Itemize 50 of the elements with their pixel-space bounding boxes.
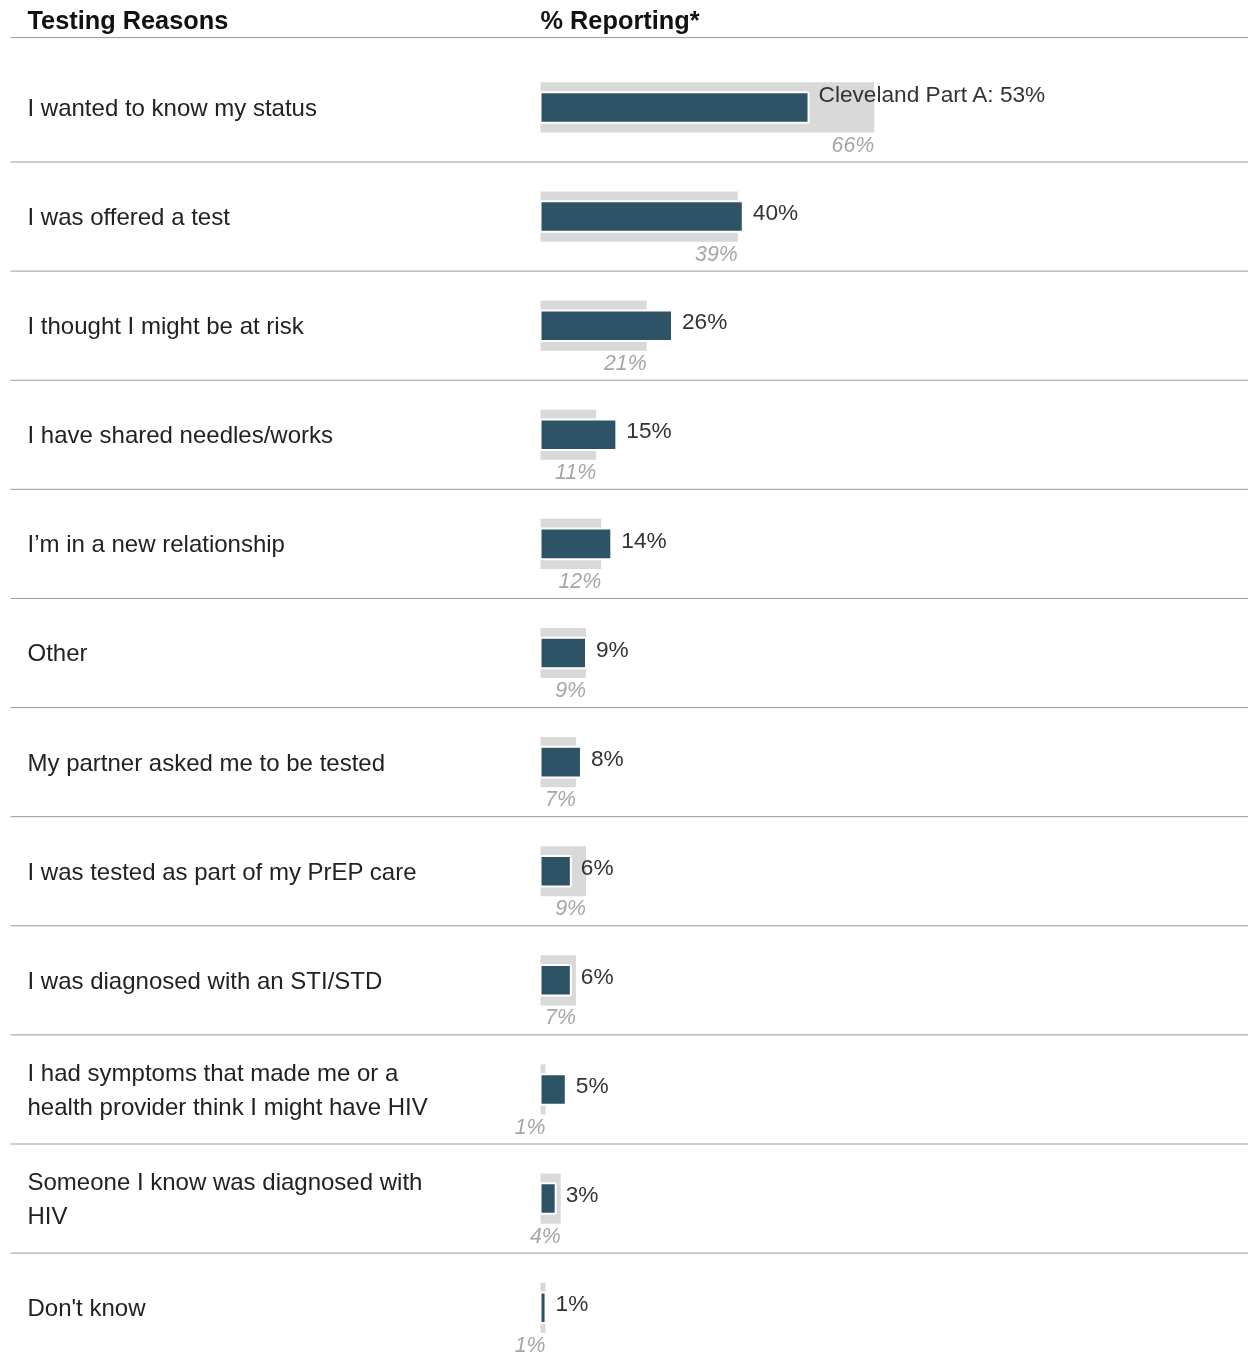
bar	[539, 1291, 547, 1324]
y-tick-label: I was tested as part of my PrEP care	[27, 857, 417, 885]
data-label: 39%	[695, 241, 738, 266]
data-label: 15%	[626, 417, 672, 444]
bar	[539, 854, 572, 888]
data-label: 9%	[555, 678, 587, 703]
y-tick-label: I have shared needles/works	[27, 421, 334, 449]
data-label: 21%	[603, 350, 647, 375]
data-label: 26%	[681, 308, 728, 335]
x-axis-title: % Reporting*	[540, 6, 700, 35]
data-label: 1%	[514, 1114, 546, 1139]
bar	[539, 964, 572, 997]
data-label: 9%	[555, 896, 587, 921]
data-label: 66%	[831, 132, 875, 157]
bar	[539, 1182, 557, 1215]
data-label: 40%	[752, 199, 799, 226]
data-label: 6%	[580, 962, 614, 989]
y-tick-label: Other	[27, 639, 88, 667]
data-label: 7%	[545, 787, 576, 812]
bar	[539, 91, 810, 124]
y-tick-label: I thought I might be at risk	[27, 312, 305, 340]
bar	[539, 636, 588, 670]
y-tick-label: My partner asked me to be tested	[27, 748, 386, 776]
y-tick-label: Someone I know was diagnosed with HIV	[27, 1168, 423, 1229]
bar	[539, 418, 618, 452]
y-tick-label: I’m in a new relationship	[27, 530, 285, 558]
data-label: 14%	[621, 526, 667, 553]
data-label: 7%	[545, 1005, 576, 1030]
data-label: 11%	[555, 459, 597, 484]
data-label: 8%	[590, 744, 624, 771]
y-tick-label: I had symptoms that made me or a health provider think I might have HIV	[27, 1059, 428, 1120]
bar	[539, 1073, 567, 1106]
data-label: 12%	[558, 568, 602, 593]
data-label: 9%	[596, 635, 629, 662]
data-label: 6%	[580, 853, 614, 880]
data-label: 1%	[555, 1290, 589, 1317]
y-tick-label: I wanted to know my status	[27, 93, 317, 121]
y-tick-label: I was offered a test	[27, 203, 231, 231]
data-label: 1%	[514, 1332, 546, 1353]
bar	[539, 745, 582, 779]
bar	[539, 309, 673, 342]
y-axis-title: Testing Reasons	[27, 6, 229, 35]
data-label: 5%	[575, 1072, 609, 1099]
bar	[539, 527, 613, 561]
data-label: Cleveland Part A: 53%	[818, 81, 1046, 108]
y-tick-label: I was diagnosed with an STI/STD	[27, 966, 383, 994]
data-label: 3%	[565, 1181, 599, 1208]
bar	[539, 200, 744, 233]
y-tick-label: Don't know	[27, 1294, 147, 1322]
data-label: 4%	[529, 1223, 561, 1248]
